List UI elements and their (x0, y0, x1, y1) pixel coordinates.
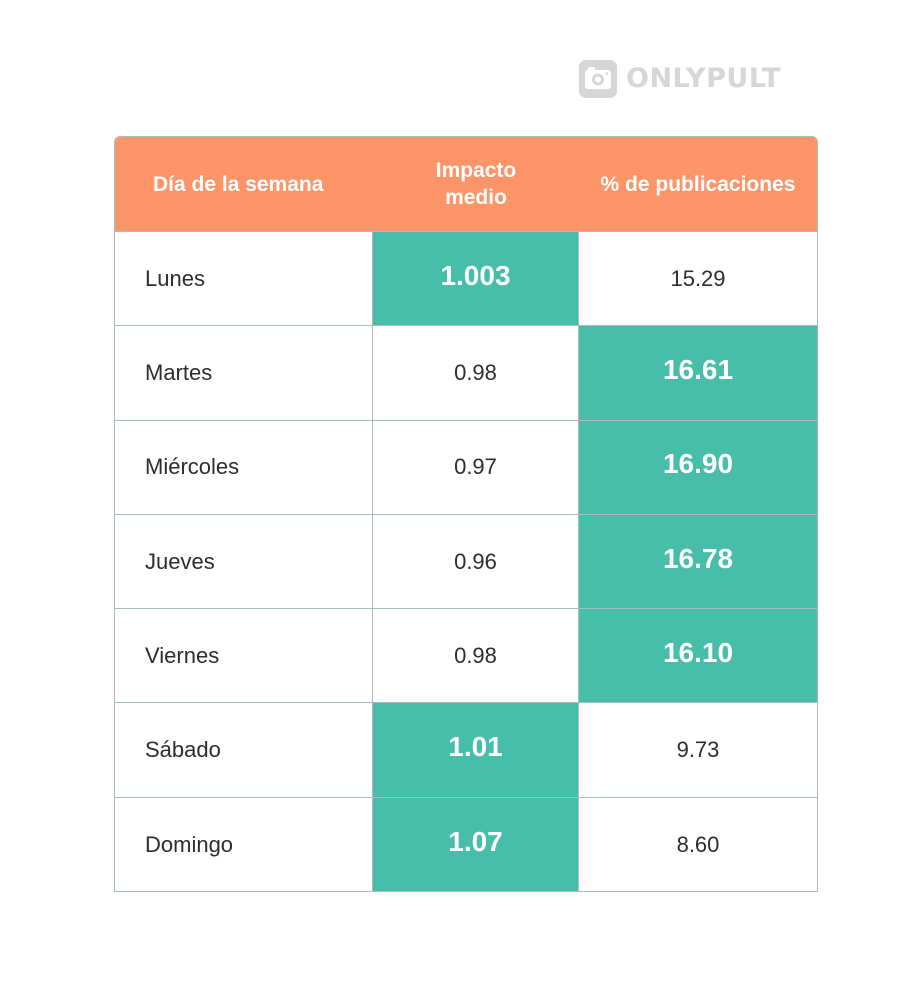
day-cell: Lunes (115, 232, 373, 326)
publications-cell: 16.78 (579, 514, 817, 609)
header-impact-line-1: Impacto (435, 159, 517, 182)
table-row: Domingo 1.07 8.60 (115, 797, 817, 891)
impact-cell: 0.97 (373, 420, 579, 514)
day-cell: Viernes (115, 609, 373, 703)
camera-icon (579, 60, 617, 98)
publications-cell: 9.73 (676, 737, 720, 763)
header-day-label: Día de la semana (153, 172, 324, 196)
impact-cell: 0.96 (373, 514, 579, 609)
table-row: Lunes 1.003 15.29 (115, 232, 817, 327)
impact-cell: 1.003 (373, 232, 579, 326)
day-cell: Jueves (115, 514, 373, 609)
header-impact: Impacto medio (373, 137, 579, 231)
table-row: Viernes 0.98 16.10 (115, 609, 817, 704)
impact-cell: 1.01 (373, 703, 579, 797)
table-row: Jueves 0.96 16.78 (115, 514, 817, 610)
table-row: Sábado 1.01 9.73 (115, 703, 817, 798)
table-row: Miércoles 0.97 16.90 (115, 420, 817, 515)
publications-cell: 16.10 (579, 609, 817, 703)
header-impact-label: Impacto medio (436, 157, 517, 211)
day-cell: Sábado (115, 703, 373, 797)
impact-cell: 0.98 (373, 609, 579, 703)
header-impact-line-2: medio (445, 186, 507, 209)
day-cell: Martes (115, 326, 373, 420)
publications-cell: 16.61 (579, 326, 817, 420)
weekday-table: Día de la semana Impacto medio % de publ… (114, 136, 818, 892)
day-cell: Domingo (115, 797, 373, 891)
table-row: Martes 0.98 16.61 (115, 326, 817, 421)
header-publications-label: % de publicaciones (600, 172, 796, 196)
table-header: Día de la semana Impacto medio % de publ… (115, 137, 817, 232)
header-day: Día de la semana (115, 137, 373, 231)
brand-name: ONLYPULT (626, 63, 781, 94)
publications-cell: 15.29 (670, 265, 726, 291)
header-publications: % de publicaciones (579, 137, 817, 231)
publications-cell: 8.60 (676, 831, 720, 857)
impact-cell: 1.07 (373, 797, 579, 891)
publications-cell: 16.90 (579, 420, 817, 514)
brand-logo: ONLYPULT (579, 60, 781, 98)
day-cell: Miércoles (115, 420, 373, 514)
impact-cell: 0.98 (373, 326, 579, 420)
